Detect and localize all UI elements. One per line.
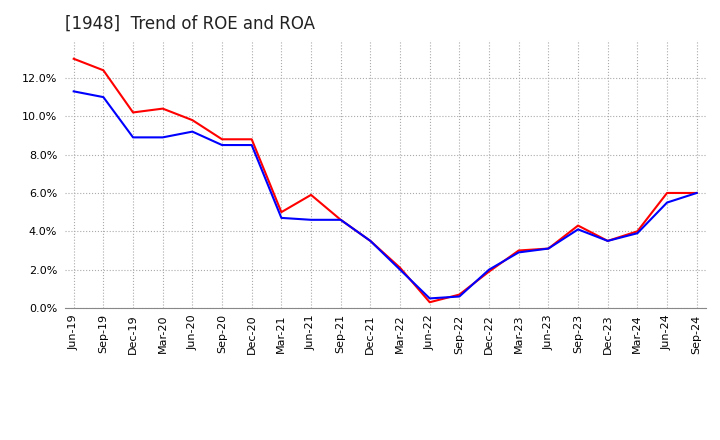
Text: [1948]  Trend of ROE and ROA: [1948] Trend of ROE and ROA xyxy=(65,15,315,33)
ROE xyxy=(366,238,374,244)
ROE xyxy=(693,191,701,196)
ROE xyxy=(69,56,78,62)
ROE xyxy=(574,223,582,228)
ROA xyxy=(544,246,553,251)
ROE xyxy=(514,248,523,253)
ROE xyxy=(158,106,167,111)
ROE xyxy=(188,117,197,123)
ROA xyxy=(188,129,197,134)
ROE xyxy=(455,292,464,297)
ROE xyxy=(603,238,612,244)
ROE xyxy=(307,192,315,198)
ROA xyxy=(307,217,315,223)
Line: ROE: ROE xyxy=(73,59,697,302)
ROA xyxy=(574,227,582,232)
ROA xyxy=(217,143,226,148)
ROA xyxy=(662,200,671,205)
ROA xyxy=(693,191,701,196)
ROA xyxy=(366,238,374,244)
ROE xyxy=(277,209,286,215)
ROA xyxy=(99,95,108,100)
ROE xyxy=(396,265,405,270)
ROA xyxy=(248,143,256,148)
ROE xyxy=(336,217,345,223)
Line: ROA: ROA xyxy=(73,92,697,298)
ROE xyxy=(129,110,138,115)
ROA xyxy=(277,215,286,220)
ROA xyxy=(69,89,78,94)
ROE xyxy=(662,191,671,196)
ROA xyxy=(455,294,464,299)
ROA xyxy=(514,250,523,255)
ROE xyxy=(217,137,226,142)
ROA xyxy=(129,135,138,140)
ROA xyxy=(603,238,612,244)
ROA xyxy=(633,231,642,236)
ROA xyxy=(396,267,405,272)
ROE xyxy=(248,137,256,142)
ROE xyxy=(633,229,642,234)
ROE xyxy=(99,68,108,73)
ROA xyxy=(158,135,167,140)
ROA xyxy=(485,267,493,272)
ROA xyxy=(336,217,345,223)
ROE xyxy=(544,246,553,251)
ROE xyxy=(426,300,434,305)
ROA xyxy=(426,296,434,301)
ROE xyxy=(485,269,493,274)
